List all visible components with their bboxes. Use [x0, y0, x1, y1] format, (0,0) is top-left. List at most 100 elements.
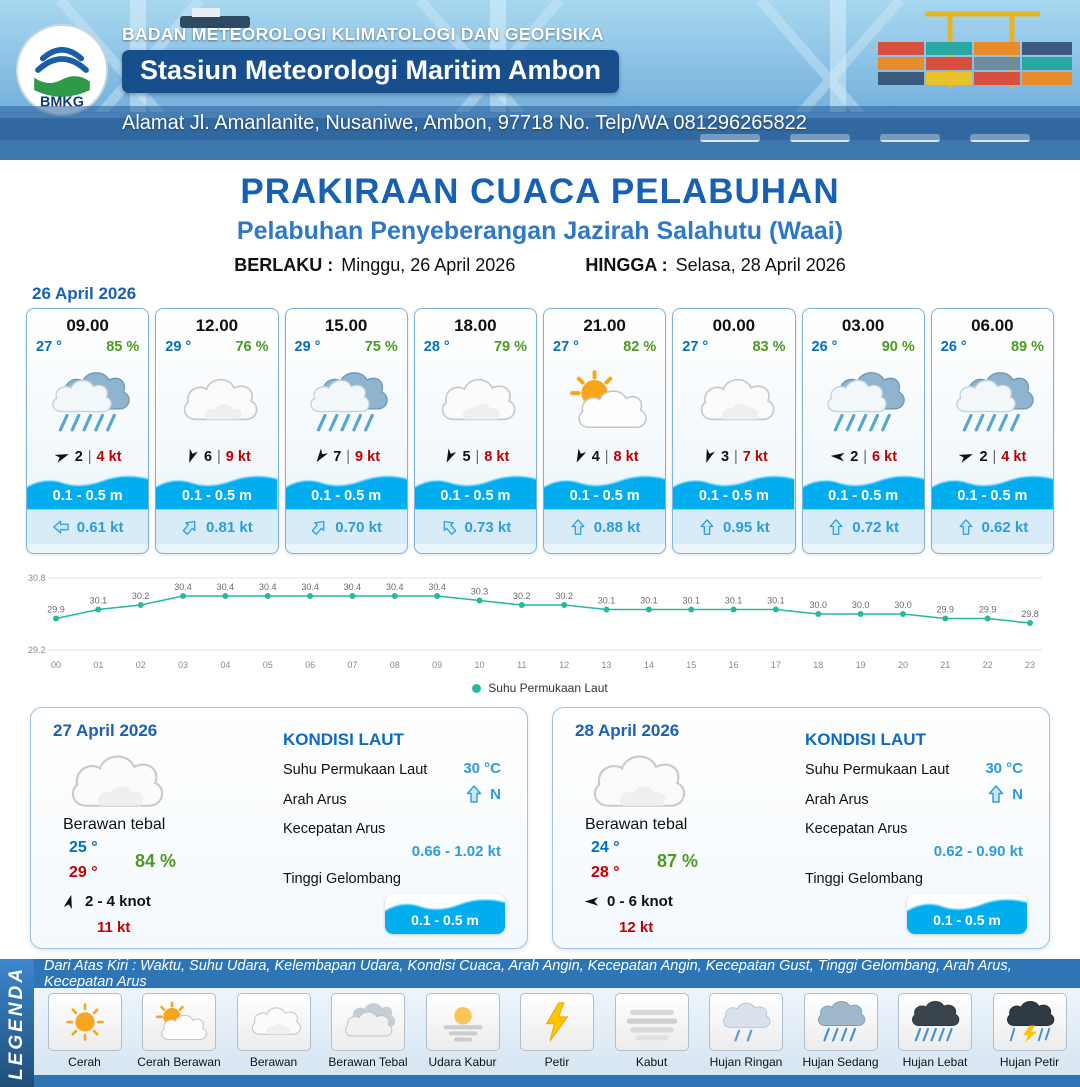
- rain-heavy-icon: [898, 993, 972, 1051]
- svg-text:17: 17: [771, 660, 781, 670]
- humidity: 89 %: [1010, 339, 1044, 355]
- current-speed-label: Kecepatan Arus: [805, 821, 908, 837]
- legend-item-label: Hujan Lebat: [902, 1055, 968, 1069]
- wave-height: 0.1 - 0.5 m: [440, 488, 511, 504]
- chart-legend-label: Suhu Permukaan Laut: [488, 681, 608, 695]
- daily-cards-row: 27 April 2026 Berawan tebal 25 ° 29 ° 84…: [0, 707, 1080, 949]
- current-direction-text: N: [1012, 785, 1023, 803]
- forecast-time: 03.00: [841, 316, 885, 335]
- legend-bottom-bar: [34, 1075, 1080, 1087]
- forecast-card: 15.00 29 ° 75 % 7 | 9 kt 0.1 - 0.5 m 0.7…: [284, 308, 408, 554]
- sun-cloud-icon: [544, 355, 665, 447]
- wind-row: 7 | 9 kt: [286, 447, 407, 471]
- svg-text:29.2: 29.2: [28, 645, 46, 655]
- humidity: 90 %: [881, 339, 915, 355]
- separator: |: [87, 448, 92, 465]
- temp-humidity-row: 29 ° 75 %: [286, 339, 407, 355]
- legend-item-label: Petir: [544, 1055, 570, 1069]
- sun-cloud-icon: [142, 993, 216, 1051]
- sea-conditions-title: KONDISI LAUT: [805, 730, 926, 749]
- separator: |: [604, 448, 609, 465]
- forecast-card-row: 09.00 27 ° 85 % 2 | 4 kt 0.1 - 0.5 m 0.6…: [0, 308, 1080, 554]
- svg-text:13: 13: [602, 660, 612, 670]
- svg-text:14: 14: [644, 660, 654, 670]
- daily-forecast-card: 27 April 2026 Berawan tebal 25 ° 29 ° 84…: [30, 707, 528, 949]
- humidity: 85 %: [106, 339, 140, 355]
- current-direction-arrow-icon: [177, 514, 202, 539]
- humidity: 84 %: [135, 851, 177, 871]
- sea-conditions-title: KONDISI LAUT: [283, 730, 404, 749]
- wind-row: 6 | 9 kt: [156, 447, 277, 471]
- wave-height-band: 0.1 - 0.5 m: [285, 471, 407, 509]
- current-direction-text: N: [490, 785, 501, 803]
- wave-height: 0.1 - 0.5 m: [411, 912, 479, 928]
- svg-text:30.4: 30.4: [301, 582, 319, 592]
- svg-text:19: 19: [856, 660, 866, 670]
- separator: |: [346, 448, 351, 465]
- wind-direction-arrow-icon: [59, 891, 80, 912]
- wind-speed: 4: [591, 448, 600, 465]
- temperature-max: 29 °: [69, 864, 98, 881]
- org-name: BADAN METEOROLOGI KLIMATOLOGI DAN GEOFIS…: [122, 24, 604, 44]
- svg-text:30.2: 30.2: [513, 591, 531, 601]
- wave-height-band: 0.1 - 0.5 m: [27, 471, 149, 509]
- separator: |: [217, 448, 221, 465]
- forecast-time: 09.00: [66, 316, 109, 335]
- rain-icon: [27, 355, 148, 447]
- air-temperature: 26 °: [940, 339, 967, 355]
- validity-line: BERLAKU : Minggu, 26 April 2026 HINGGA : Se…: [0, 255, 1080, 276]
- separator: |: [992, 448, 997, 465]
- legend-item: Petir: [513, 993, 601, 1069]
- legend-item-label: Berawan: [249, 1055, 298, 1069]
- bmkg-logo: BMKG: [15, 23, 109, 117]
- lightning-icon: [520, 993, 594, 1051]
- svg-text:08: 08: [390, 660, 400, 670]
- legend-item: Cerah Berawan: [135, 993, 223, 1069]
- sst-value: 30 °C: [463, 760, 501, 777]
- svg-text:30.1: 30.1: [640, 596, 658, 606]
- legend-description: Dari Atas Kiri : Waktu, Suhu Udara, Kele…: [34, 958, 1080, 990]
- svg-text:20: 20: [898, 660, 908, 670]
- chart-legend: Suhu Permukaan Laut: [0, 681, 1080, 695]
- current-speed: 0.88 kt: [593, 518, 641, 536]
- svg-text:18: 18: [813, 660, 823, 670]
- daily-date: 28 April 2026: [575, 721, 680, 740]
- legend-item-label: Cerah Berawan: [137, 1055, 221, 1069]
- svg-text:29.9: 29.9: [979, 605, 997, 615]
- svg-text:30.1: 30.1: [725, 596, 743, 606]
- gust-speed: 7 kt: [742, 448, 768, 465]
- current-row: 0.62 kt: [931, 509, 1053, 544]
- sst-line-chart: 30.8 29.2 29.9 00 30.1 01 30.2 02 30.4 03 30.4 04 30…: [28, 573, 1042, 670]
- cloud-icon: [579, 744, 691, 822]
- legend-item-label: Hujan Ringan: [709, 1055, 783, 1069]
- wave-height-band: 0.1 - 0.5 m: [931, 471, 1053, 509]
- air-temperature: 28 °: [423, 339, 450, 355]
- wave-height-band: 0.1 - 0.5 m: [673, 471, 795, 509]
- forecast-card: 09.00 27 ° 85 % 2 | 4 kt 0.1 - 0.5 m 0.6…: [26, 308, 150, 554]
- current-row: 0.72 kt: [802, 509, 924, 544]
- sst-label: Suhu Permukaan Laut: [283, 762, 428, 778]
- air-temperature: 27 °: [553, 339, 579, 355]
- daily-date: 27 April 2026: [53, 721, 158, 740]
- forecast-time: 00.00: [712, 316, 756, 335]
- humidity: 87 %: [657, 851, 699, 871]
- forecast-date: 26 April 2026: [32, 284, 137, 303]
- svg-text:22: 22: [983, 660, 993, 670]
- fog-icon: [614, 993, 689, 1051]
- wind-direction-arrow-icon: [583, 893, 600, 910]
- gust-speed: 8 kt: [613, 448, 639, 465]
- air-temperature: 27 °: [36, 339, 62, 355]
- svg-text:30.4: 30.4: [344, 582, 362, 592]
- current-speed: 0.95 kt: [723, 518, 770, 536]
- current-direction-label: Arah Arus: [805, 792, 869, 808]
- svg-text:15: 15: [686, 660, 696, 670]
- gust-speed: 9 kt: [355, 448, 381, 465]
- temp-humidity-row: 27 ° 82 %: [544, 339, 665, 355]
- humidity: 75 %: [364, 339, 398, 355]
- humidity: 76 %: [235, 339, 269, 355]
- legend-items: Cerah Cerah Berawan Berawan Berawan Teba…: [34, 988, 1080, 1075]
- wind-direction-arrow-icon: [698, 446, 720, 468]
- current-speed-value: 0.66 - 1.02 kt: [411, 843, 501, 860]
- svg-text:30.1: 30.1: [767, 596, 785, 606]
- hingga-value: Selasa, 28 April 2026: [675, 255, 846, 275]
